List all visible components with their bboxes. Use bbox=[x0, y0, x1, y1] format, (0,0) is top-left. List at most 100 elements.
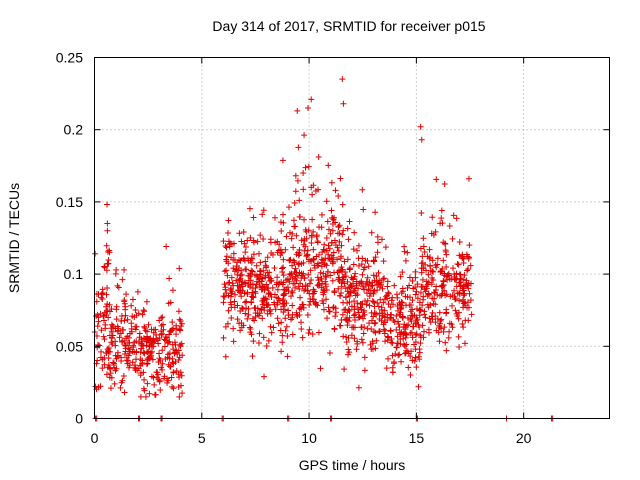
data-point bbox=[113, 355, 120, 362]
data-point bbox=[352, 285, 359, 292]
data-point bbox=[389, 369, 396, 376]
data-point bbox=[129, 296, 136, 303]
data-point bbox=[251, 304, 258, 311]
data-point bbox=[277, 327, 284, 334]
data-point bbox=[291, 199, 298, 206]
data-point bbox=[329, 227, 336, 234]
data-point bbox=[301, 247, 308, 254]
data-point bbox=[406, 294, 413, 301]
data-point bbox=[337, 175, 344, 182]
data-point bbox=[159, 314, 166, 321]
data-point bbox=[467, 297, 474, 304]
data-point bbox=[454, 260, 461, 267]
data-point bbox=[177, 341, 184, 348]
data-point bbox=[238, 320, 245, 327]
data-point bbox=[295, 283, 302, 290]
data-point bbox=[242, 266, 249, 273]
data-point bbox=[156, 317, 163, 324]
data-point bbox=[453, 310, 460, 317]
data-point bbox=[406, 274, 413, 281]
data-point bbox=[379, 285, 386, 292]
data-point bbox=[160, 321, 167, 328]
data-point bbox=[435, 329, 442, 336]
data-point bbox=[335, 223, 342, 230]
data-point bbox=[107, 385, 114, 392]
data-point bbox=[266, 308, 273, 315]
data-point bbox=[344, 309, 351, 316]
data-point bbox=[287, 256, 294, 263]
data-point bbox=[296, 214, 303, 220]
data-point bbox=[141, 324, 148, 331]
data-point bbox=[426, 246, 433, 253]
data-point bbox=[406, 302, 413, 309]
data-point bbox=[266, 269, 273, 276]
data-point bbox=[449, 324, 456, 331]
data-point bbox=[320, 289, 327, 296]
data-point bbox=[128, 320, 135, 327]
data-point bbox=[429, 309, 436, 316]
data-point bbox=[408, 318, 415, 325]
data-point bbox=[222, 353, 229, 360]
data-point bbox=[363, 301, 370, 308]
data-point bbox=[176, 393, 183, 400]
data-point bbox=[400, 288, 407, 295]
data-point bbox=[374, 249, 381, 256]
data-point bbox=[337, 255, 344, 262]
data-point bbox=[351, 312, 358, 319]
data-point bbox=[278, 348, 285, 355]
data-point bbox=[244, 290, 251, 297]
data-point bbox=[459, 320, 466, 327]
data-point bbox=[104, 201, 111, 208]
data-point bbox=[444, 272, 451, 279]
data-point bbox=[240, 228, 247, 235]
data-point bbox=[277, 252, 284, 259]
data-point bbox=[245, 272, 252, 279]
data-point bbox=[417, 289, 424, 296]
data-point bbox=[314, 262, 321, 269]
data-point bbox=[112, 342, 119, 349]
data-point bbox=[282, 315, 289, 322]
data-point bbox=[225, 217, 232, 224]
data-point bbox=[143, 342, 150, 349]
data-point bbox=[261, 286, 268, 293]
data-point bbox=[296, 246, 303, 253]
data-point bbox=[372, 209, 379, 216]
data-point bbox=[449, 235, 456, 242]
data-point bbox=[308, 257, 315, 264]
data-point bbox=[224, 320, 231, 327]
data-point bbox=[273, 281, 280, 288]
data-point bbox=[265, 273, 272, 280]
data-point bbox=[375, 269, 382, 276]
data-point bbox=[115, 284, 122, 291]
data-point bbox=[300, 169, 307, 176]
data-point bbox=[228, 304, 235, 311]
data-point bbox=[438, 215, 445, 222]
data-point bbox=[373, 273, 380, 280]
data-point bbox=[466, 242, 473, 249]
y-tick-label: 0.2 bbox=[64, 122, 84, 138]
data-point bbox=[418, 260, 425, 267]
data-point bbox=[428, 313, 435, 320]
data-point bbox=[108, 325, 115, 332]
data-point bbox=[175, 308, 182, 315]
data-point bbox=[294, 177, 301, 184]
data-point bbox=[309, 216, 316, 223]
data-point bbox=[450, 265, 457, 272]
data-point bbox=[398, 329, 405, 336]
data-point bbox=[104, 220, 111, 227]
data-point bbox=[412, 331, 419, 338]
data-point bbox=[146, 390, 153, 397]
data-point bbox=[254, 238, 261, 245]
data-point bbox=[364, 274, 371, 281]
data-point bbox=[380, 258, 387, 265]
data-point bbox=[372, 345, 379, 352]
data-point bbox=[113, 316, 120, 323]
data-point bbox=[119, 276, 126, 283]
data-point bbox=[431, 290, 438, 297]
data-point bbox=[447, 293, 454, 300]
y-tick-labels: 0 0.05 0.1 0.15 0.2 0.25 bbox=[56, 50, 83, 427]
data-point bbox=[387, 327, 394, 334]
data-point bbox=[389, 294, 396, 301]
data-point bbox=[354, 291, 361, 298]
data-point bbox=[306, 326, 313, 333]
